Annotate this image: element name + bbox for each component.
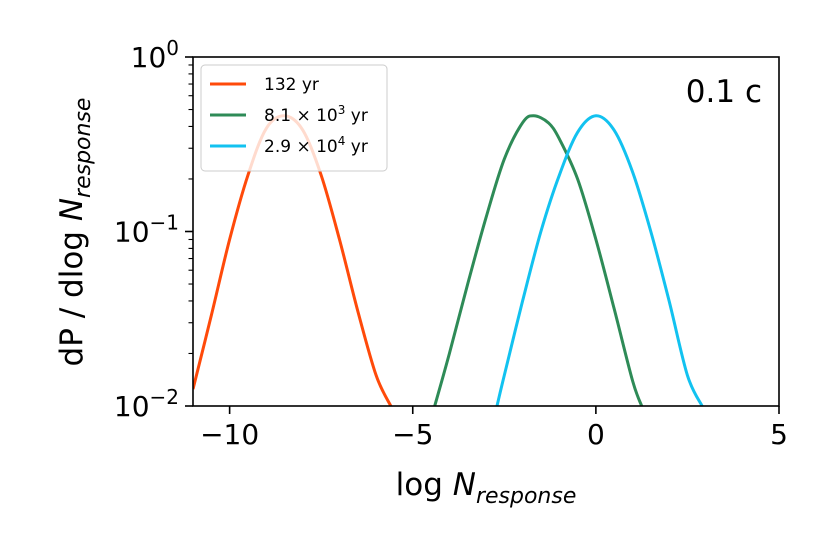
legend-label-0: 132 yr xyxy=(264,75,319,95)
legend: 132 yr 8.1 × 103 yr 2.9 × 104 yr xyxy=(200,64,388,172)
y-axis-ticks: 10−2 10−1 100 xyxy=(114,36,193,423)
legend-label-1: 8.1 × 103 yr xyxy=(264,103,368,126)
y-tick-label-2: 100 xyxy=(131,36,179,74)
y-tick-label-1: 10−1 xyxy=(114,211,179,249)
chart-annotation: 0.1 c xyxy=(686,74,762,110)
x-tick-label-0: −10 xyxy=(200,418,259,451)
x-tick-label-1: −5 xyxy=(392,418,433,451)
y-axis-label: dP / dlog Nresponse xyxy=(54,98,96,367)
x-axis-label: log Nresponse xyxy=(396,467,577,509)
series-line-1 xyxy=(433,114,644,406)
legend-frame xyxy=(200,64,388,172)
legend-label-2: 2.9 × 104 yr xyxy=(264,134,368,157)
x-axis-ticks: −10 −5 0 5 xyxy=(200,406,788,451)
series-line-2 xyxy=(495,114,704,406)
x-tick-label-2: 0 xyxy=(587,418,605,451)
y-tick-label-0: 10−2 xyxy=(114,385,179,423)
x-tick-label-3: 5 xyxy=(770,418,788,451)
